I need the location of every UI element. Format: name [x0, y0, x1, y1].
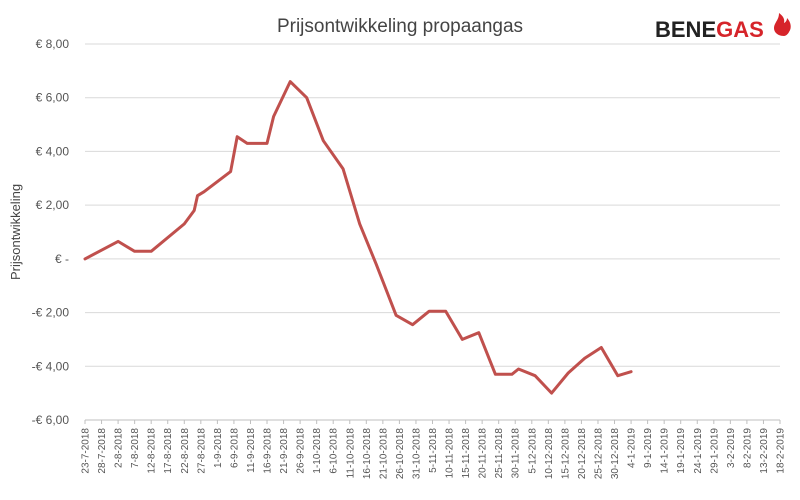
x-tick-label: 30-11-2018	[511, 428, 522, 479]
x-tick-label: 18-2-2019	[776, 428, 787, 474]
y-tick-label: -€ 6,00	[32, 413, 70, 427]
x-tick-label: 20-12-2018	[577, 428, 588, 480]
brand-name-part1: BENE	[655, 17, 716, 42]
x-tick-label: 25-11-2018	[494, 428, 505, 479]
series-group	[83, 80, 633, 395]
x-tick-label: 25-12-2018	[593, 428, 604, 480]
x-tick-label: 10-12-2018	[544, 428, 555, 480]
x-tick-label: 15-11-2018	[461, 428, 472, 479]
x-tick-label: 10-11-2018	[445, 428, 456, 479]
x-tick-label: 27-8-2018	[196, 428, 207, 474]
x-tick-label: 26-10-2018	[395, 428, 406, 480]
chart-title: Prijsontwikkeling propaangas	[277, 16, 523, 37]
brand-wordmark: BENEGAS	[655, 17, 764, 42]
y-tick-label: -€ 2,00	[32, 306, 70, 320]
x-tick-label: 2-8-2018	[114, 428, 125, 468]
x-tick-label: 31-10-2018	[411, 428, 422, 480]
x-tick-label: 21-10-2018	[378, 428, 389, 480]
x-tick-label: 7-8-2018	[130, 428, 141, 468]
x-tick-label: 29-1-2019	[709, 428, 720, 474]
x-tick-label: 13-2-2019	[759, 428, 770, 474]
x-tick-label: 3-2-2019	[726, 428, 737, 468]
x-tick-label: 1-10-2018	[312, 428, 323, 474]
y-axis-label: Prijsontwikkeling	[8, 184, 23, 280]
x-tick-label: 15-12-2018	[560, 428, 571, 480]
x-tick-label: 14-1-2019	[660, 428, 671, 474]
x-tick-label: 20-11-2018	[478, 428, 489, 479]
brand-name-part2: GAS	[716, 17, 764, 42]
x-tick-label: 23-7-2018	[81, 428, 92, 474]
y-axis-ticks: € 8,00 € 6,00 € 4,00 € 2,00 € - -€ 2,00 -€ 4,0…	[32, 37, 70, 427]
brand-logo: BENEGAS	[655, 13, 791, 42]
x-axis: 23-7-2018 28-7-2018 2-8-2018 7-8-2018 12-8-2…	[81, 419, 787, 480]
y-tick-label: € 6,00	[36, 91, 70, 105]
x-tick-label: 26-9-2018	[296, 428, 307, 474]
x-tick-label: 11-9-2018	[246, 428, 257, 473]
y-tick-label: -€ 4,00	[32, 359, 70, 373]
y-tick-label: € 8,00	[36, 37, 70, 51]
y-tick-label: € 2,00	[36, 198, 70, 212]
x-tick-label: 16-9-2018	[263, 428, 274, 474]
x-tick-label: 17-8-2018	[163, 428, 174, 474]
x-tick-label: 5-12-2018	[527, 428, 538, 474]
x-tick-label: 24-1-2019	[693, 428, 704, 474]
x-tick-label: 11-10-2018	[345, 428, 356, 479]
x-tick-label: 4-1-2019	[627, 428, 638, 468]
y-tick-label: € 4,00	[36, 144, 70, 158]
flame-icon	[774, 13, 791, 36]
x-tick-label: 16-10-2018	[362, 428, 373, 480]
x-tick-label: 5-11-2018	[428, 428, 439, 473]
x-tick-label: 6-9-2018	[229, 428, 240, 468]
gridlines	[85, 43, 780, 421]
series-line	[83, 80, 633, 395]
y-tick-label: € -	[55, 252, 69, 266]
x-tick-label: 28-7-2018	[97, 428, 108, 474]
x-tick-label: 12-8-2018	[147, 428, 158, 474]
x-tick-label: 22-8-2018	[180, 428, 191, 474]
x-tick-label: 1-9-2018	[213, 428, 224, 468]
x-tick-label: 9-1-2019	[643, 428, 654, 468]
x-tick-label: 6-10-2018	[329, 428, 340, 474]
x-tick-label: 21-9-2018	[279, 428, 290, 474]
x-tick-label: 19-1-2019	[676, 428, 687, 474]
x-tick-label: 8-2-2019	[742, 428, 753, 468]
x-tick-label: 30-12-2018	[610, 428, 621, 480]
